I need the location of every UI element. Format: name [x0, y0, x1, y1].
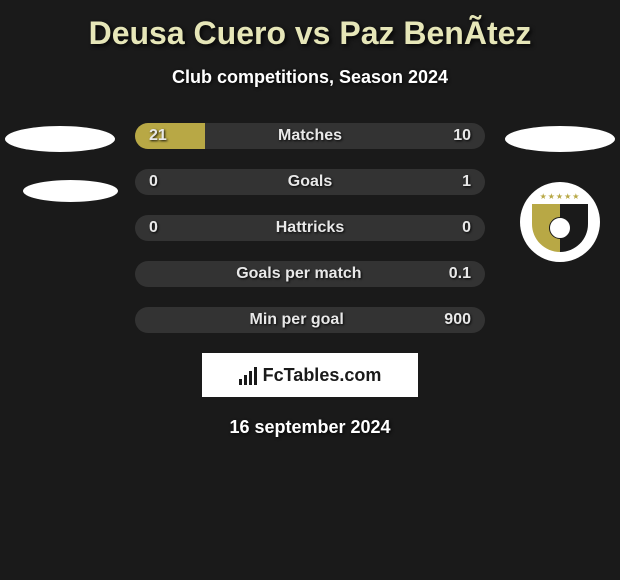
stat-row-goals-per-match: Goals per match 0.1 — [135, 261, 485, 287]
brand-box[interactable]: FcTables.com — [202, 353, 418, 397]
stat-right-value: 0 — [462, 219, 471, 237]
stat-label: Matches — [278, 127, 342, 145]
stat-right-value: 900 — [444, 311, 471, 329]
stat-left-value: 0 — [149, 173, 158, 191]
stat-row-goals: 0 Goals 1 — [135, 169, 485, 195]
stat-label: Goals — [288, 173, 332, 191]
page-title: Deusa Cuero vs Paz BenÃtez — [10, 15, 610, 52]
stat-label: Hattricks — [276, 219, 344, 237]
stat-right-value: 0.1 — [449, 265, 471, 283]
main-container: Deusa Cuero vs Paz BenÃtez Club competit… — [0, 0, 620, 448]
brand-text: FcTables.com — [263, 365, 382, 386]
stat-right-value: 10 — [453, 127, 471, 145]
stat-row-min-per-goal: Min per goal 900 — [135, 307, 485, 333]
stat-left-value: 0 — [149, 219, 158, 237]
stat-row-matches: 21 Matches 10 — [135, 123, 485, 149]
footer-date: 16 september 2024 — [10, 417, 610, 438]
stats-area: 21 Matches 10 0 Goals 1 0 Hattricks 0 Go… — [10, 123, 610, 333]
stat-label: Goals per match — [236, 265, 361, 283]
stat-row-hattricks: 0 Hattricks 0 — [135, 215, 485, 241]
stat-bar-left — [135, 123, 205, 149]
page-subtitle: Club competitions, Season 2024 — [10, 67, 610, 88]
stat-right-value: 1 — [462, 173, 471, 191]
stat-left-value: 21 — [149, 127, 167, 145]
stat-label: Min per goal — [250, 311, 344, 329]
fctables-logo-icon — [239, 365, 257, 385]
